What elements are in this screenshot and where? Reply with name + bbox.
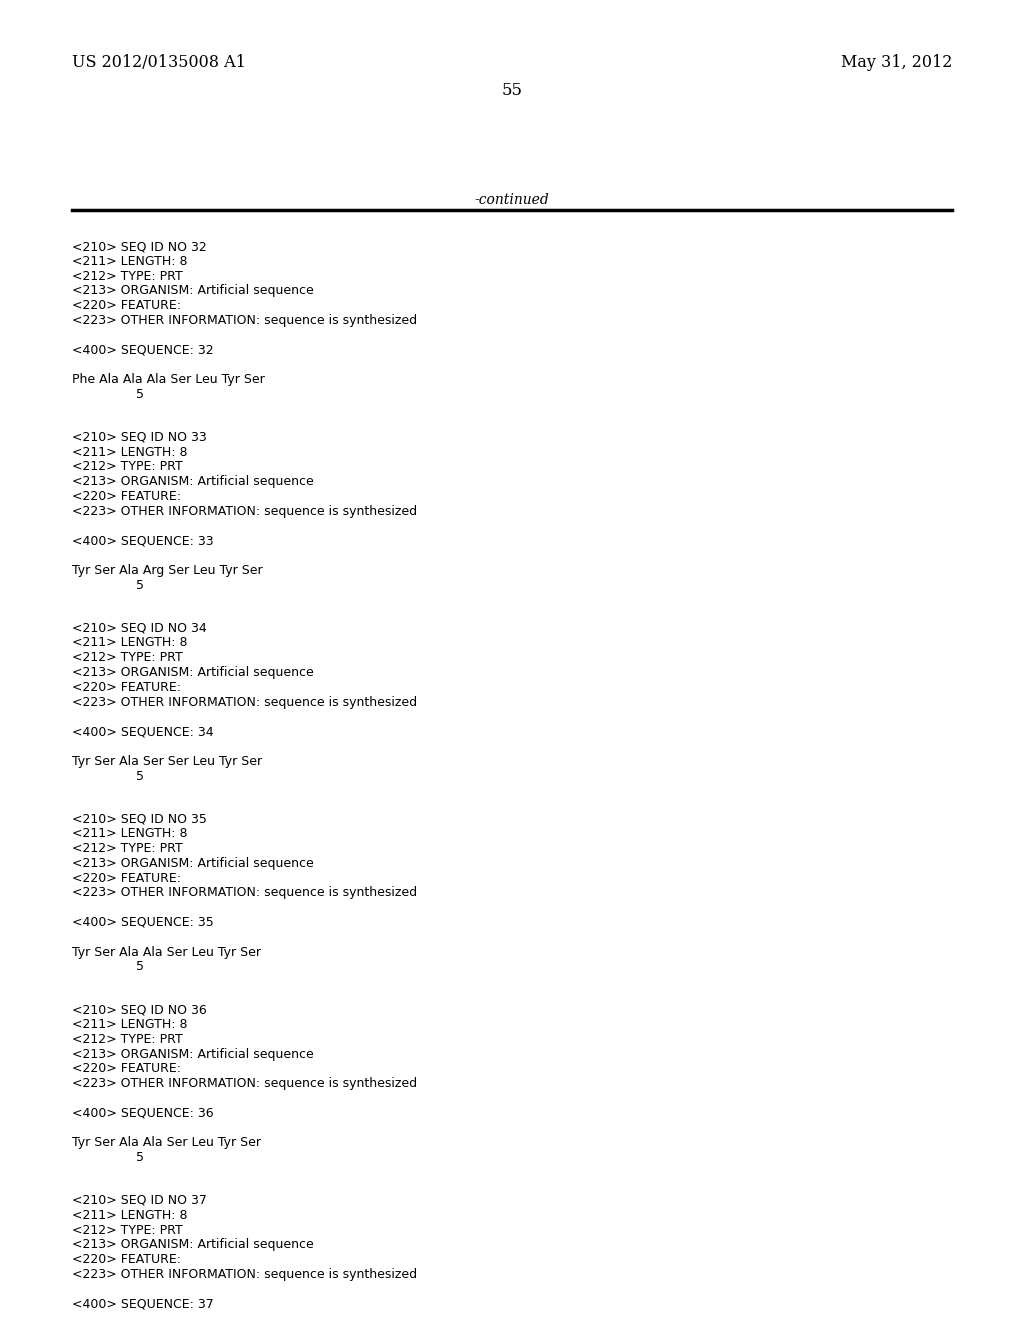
Text: <212> TYPE: PRT: <212> TYPE: PRT	[72, 1224, 182, 1237]
Text: <210> SEQ ID NO 36: <210> SEQ ID NO 36	[72, 1003, 207, 1016]
Text: <213> ORGANISM: Artificial sequence: <213> ORGANISM: Artificial sequence	[72, 1048, 313, 1060]
Text: <220> FEATURE:: <220> FEATURE:	[72, 490, 181, 503]
Text: <213> ORGANISM: Artificial sequence: <213> ORGANISM: Artificial sequence	[72, 475, 313, 488]
Text: <400> SEQUENCE: 33: <400> SEQUENCE: 33	[72, 535, 214, 548]
Text: <213> ORGANISM: Artificial sequence: <213> ORGANISM: Artificial sequence	[72, 284, 313, 297]
Text: <211> LENGTH: 8: <211> LENGTH: 8	[72, 446, 187, 458]
Text: <213> ORGANISM: Artificial sequence: <213> ORGANISM: Artificial sequence	[72, 667, 313, 678]
Text: <211> LENGTH: 8: <211> LENGTH: 8	[72, 636, 187, 649]
Text: <210> SEQ ID NO 34: <210> SEQ ID NO 34	[72, 622, 207, 635]
Text: <223> OTHER INFORMATION: sequence is synthesized: <223> OTHER INFORMATION: sequence is syn…	[72, 1077, 417, 1090]
Text: <400> SEQUENCE: 36: <400> SEQUENCE: 36	[72, 1106, 214, 1119]
Text: <211> LENGTH: 8: <211> LENGTH: 8	[72, 1209, 187, 1222]
Text: <400> SEQUENCE: 35: <400> SEQUENCE: 35	[72, 916, 214, 929]
Text: <212> TYPE: PRT: <212> TYPE: PRT	[72, 842, 182, 855]
Text: <210> SEQ ID NO 32: <210> SEQ ID NO 32	[72, 240, 207, 253]
Text: May 31, 2012: May 31, 2012	[841, 54, 952, 71]
Text: <223> OTHER INFORMATION: sequence is synthesized: <223> OTHER INFORMATION: sequence is syn…	[72, 887, 417, 899]
Text: Tyr Ser Ala Ala Ser Leu Tyr Ser: Tyr Ser Ala Ala Ser Leu Tyr Ser	[72, 945, 261, 958]
Text: <220> FEATURE:: <220> FEATURE:	[72, 1253, 181, 1266]
Text: <223> OTHER INFORMATION: sequence is synthesized: <223> OTHER INFORMATION: sequence is syn…	[72, 504, 417, 517]
Text: 5: 5	[72, 388, 144, 401]
Text: <210> SEQ ID NO 35: <210> SEQ ID NO 35	[72, 812, 207, 825]
Text: <220> FEATURE:: <220> FEATURE:	[72, 1063, 181, 1076]
Text: <400> SEQUENCE: 37: <400> SEQUENCE: 37	[72, 1298, 214, 1311]
Text: <212> TYPE: PRT: <212> TYPE: PRT	[72, 1032, 182, 1045]
Text: Tyr Ser Ala Ala Ser Leu Tyr Ser: Tyr Ser Ala Ala Ser Leu Tyr Ser	[72, 1137, 261, 1150]
Text: <223> OTHER INFORMATION: sequence is synthesized: <223> OTHER INFORMATION: sequence is syn…	[72, 314, 417, 327]
Text: <223> OTHER INFORMATION: sequence is synthesized: <223> OTHER INFORMATION: sequence is syn…	[72, 1269, 417, 1280]
Text: Phe Ala Ala Ala Ser Leu Tyr Ser: Phe Ala Ala Ala Ser Leu Tyr Ser	[72, 374, 265, 387]
Text: 5: 5	[72, 578, 144, 591]
Text: <211> LENGTH: 8: <211> LENGTH: 8	[72, 828, 187, 841]
Text: <212> TYPE: PRT: <212> TYPE: PRT	[72, 461, 182, 474]
Text: <210> SEQ ID NO 33: <210> SEQ ID NO 33	[72, 430, 207, 444]
Text: <211> LENGTH: 8: <211> LENGTH: 8	[72, 1018, 187, 1031]
Text: 55: 55	[502, 82, 522, 99]
Text: <220> FEATURE:: <220> FEATURE:	[72, 681, 181, 694]
Text: <400> SEQUENCE: 34: <400> SEQUENCE: 34	[72, 725, 214, 738]
Text: 5: 5	[72, 1151, 144, 1164]
Text: <212> TYPE: PRT: <212> TYPE: PRT	[72, 269, 182, 282]
Text: <220> FEATURE:: <220> FEATURE:	[72, 300, 181, 313]
Text: Tyr Ser Ala Arg Ser Leu Tyr Ser: Tyr Ser Ala Arg Ser Leu Tyr Ser	[72, 564, 262, 577]
Text: <213> ORGANISM: Artificial sequence: <213> ORGANISM: Artificial sequence	[72, 857, 313, 870]
Text: Tyr Ser Ala Ser Ser Leu Tyr Ser: Tyr Ser Ala Ser Ser Leu Tyr Ser	[72, 755, 262, 768]
Text: <211> LENGTH: 8: <211> LENGTH: 8	[72, 255, 187, 268]
Text: -continued: -continued	[475, 193, 549, 207]
Text: <210> SEQ ID NO 37: <210> SEQ ID NO 37	[72, 1195, 207, 1206]
Text: <213> ORGANISM: Artificial sequence: <213> ORGANISM: Artificial sequence	[72, 1238, 313, 1251]
Text: <223> OTHER INFORMATION: sequence is synthesized: <223> OTHER INFORMATION: sequence is syn…	[72, 696, 417, 709]
Text: 5: 5	[72, 770, 144, 783]
Text: 5: 5	[72, 961, 144, 973]
Text: US 2012/0135008 A1: US 2012/0135008 A1	[72, 54, 246, 71]
Text: <400> SEQUENCE: 32: <400> SEQUENCE: 32	[72, 343, 214, 356]
Text: <220> FEATURE:: <220> FEATURE:	[72, 871, 181, 884]
Text: <212> TYPE: PRT: <212> TYPE: PRT	[72, 651, 182, 664]
